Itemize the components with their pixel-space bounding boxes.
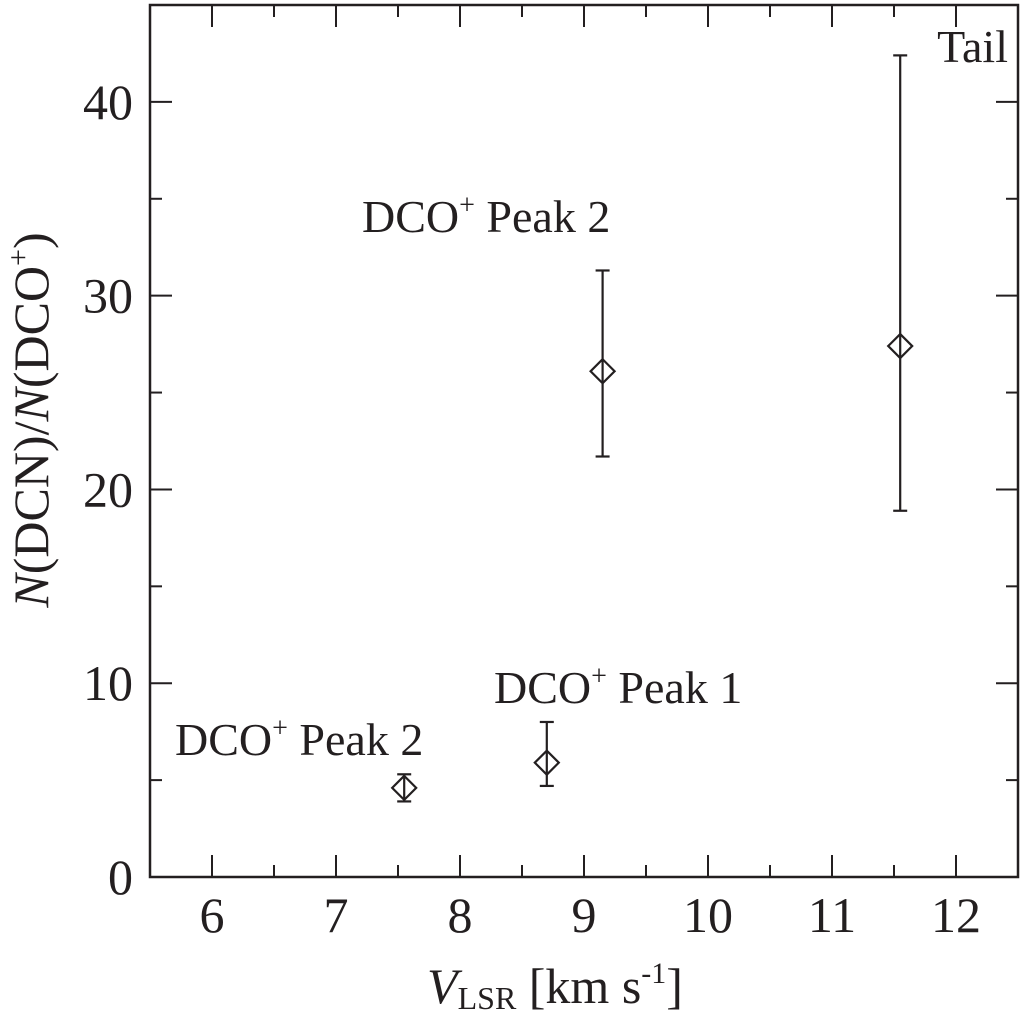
y-tick-label: 0 — [108, 849, 133, 905]
x-tick-label: 10 — [683, 887, 733, 943]
axis-ticks — [149, 4, 1019, 878]
data-points — [390, 54, 914, 803]
y-tick-label: 30 — [83, 268, 133, 324]
x-tick-label: 8 — [448, 887, 473, 943]
data-point-marker — [390, 774, 418, 802]
x-tick-label: 9 — [572, 887, 597, 943]
data-point-marker — [589, 357, 617, 385]
y-tick-label: 10 — [83, 655, 133, 711]
axis-tick-labels: 6 7 8 9 10 11 12 0 10 20 30 40 — [83, 74, 981, 943]
x-axis-label: VLSR [km s-1] — [427, 957, 683, 1010]
point-annotation: DCO+ Peak 1 — [494, 661, 742, 713]
y-tick-label: 40 — [83, 74, 133, 130]
data-point-marker — [886, 332, 914, 360]
x-tick-label: 11 — [808, 887, 856, 943]
data-point-marker — [533, 749, 561, 777]
x-tick-label: 7 — [324, 887, 349, 943]
point-annotation: DCO+ Peak 2 — [175, 713, 423, 765]
x-tick-label: 6 — [200, 887, 225, 943]
plot-frame — [148, 3, 1020, 879]
point-annotations: DCO+ Peak 2 DCO+ Peak 1 DCO+ Peak 2 Tail — [175, 21, 1008, 765]
y-axis-label: N(DCN)/N(DCO+) — [2, 232, 59, 608]
point-annotation: DCO+ Peak 2 — [362, 190, 610, 242]
point-annotation: Tail — [937, 21, 1008, 72]
y-tick-label: 20 — [83, 461, 133, 517]
x-tick-label: 12 — [931, 887, 981, 943]
plot-frame-group — [148, 3, 1020, 879]
